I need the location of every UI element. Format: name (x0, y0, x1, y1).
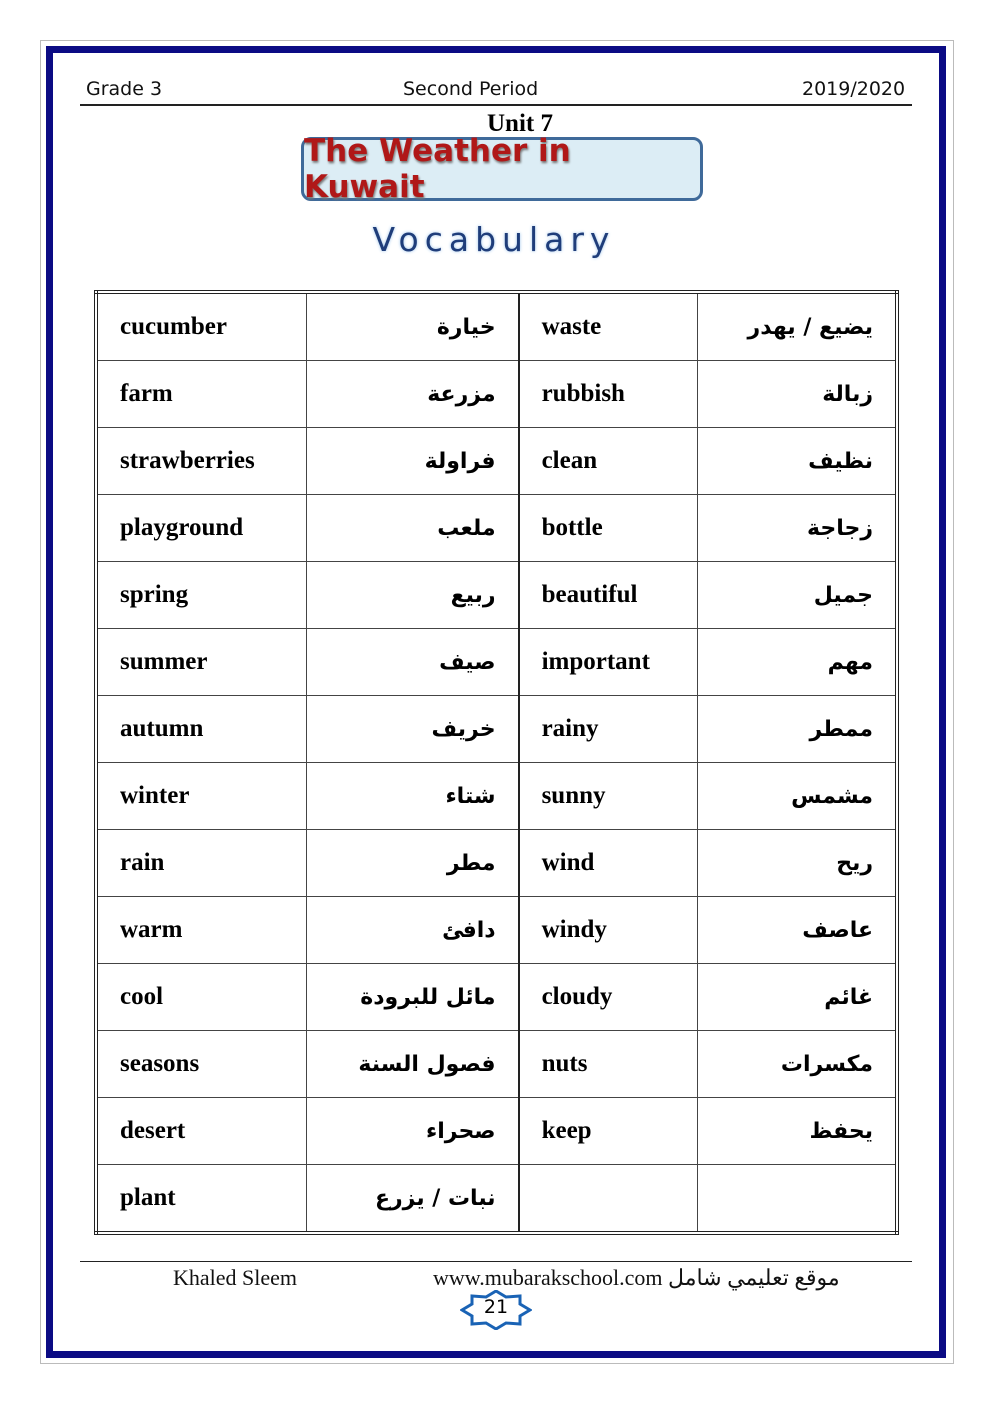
table-row: cool مائل للبرودة cloudy غائم (95, 963, 898, 1031)
english-word: keep (518, 1097, 698, 1165)
arabic-translation: مزرعة (305, 360, 520, 428)
unit-heading: Unit 7 (487, 110, 553, 137)
arabic-translation: زبالة (696, 360, 898, 428)
arabic-translation: فصول السنة (305, 1030, 520, 1098)
english-word: desert (95, 1097, 307, 1165)
arabic-translation: صيف (305, 628, 520, 696)
english-word: rainy (518, 695, 698, 763)
arabic-translation: جميل (696, 561, 898, 629)
website: www.mubarakschool.com موقع تعليمي شامل (433, 1265, 840, 1290)
english-word: plant (95, 1164, 307, 1234)
arabic-translation: صحراء (305, 1097, 520, 1165)
table-row: spring ربيع beautiful جميل (95, 561, 898, 629)
arabic-translation: ريح (696, 829, 898, 897)
english-word: cucumber (95, 291, 307, 361)
english-word: waste (518, 291, 698, 361)
arabic-translation: نظيف (696, 427, 898, 495)
arabic-translation: مهم (696, 628, 898, 696)
english-word: cloudy (518, 963, 698, 1031)
arabic-translation: مائل للبرودة (305, 963, 520, 1031)
english-word: wind (518, 829, 698, 897)
table-row: playground ملعب bottle زجاجة (95, 494, 898, 562)
english-word: rubbish (518, 360, 698, 428)
star-badge-icon (459, 1289, 533, 1331)
english-word: sunny (518, 762, 698, 830)
vocabulary-heading: Vocabulary (372, 220, 616, 259)
english-word: winter (95, 762, 307, 830)
english-word: warm (95, 896, 307, 964)
english-word: autumn (95, 695, 307, 763)
arabic-translation: عاصف (696, 896, 898, 964)
table-row: warm دافئ windy عاصف (95, 896, 898, 964)
english-word: seasons (95, 1030, 307, 1098)
grade-label: Grade 3 (86, 78, 163, 100)
page-number-badge: 21 (459, 1289, 533, 1331)
english-word: clean (518, 427, 698, 495)
arabic-translation: خيارة (305, 291, 520, 361)
english-word: playground (95, 494, 307, 562)
english-word: summer (95, 628, 307, 696)
arabic-translation: مطر (305, 829, 520, 897)
table-row: seasons فصول السنة nuts مكسرات (95, 1030, 898, 1098)
title-banner: The Weather in Kuwait (301, 133, 703, 205)
arabic-translation (696, 1164, 898, 1234)
page-frame (46, 46, 946, 1358)
arabic-translation: غائم (696, 963, 898, 1031)
author: Khaled Sleem (173, 1265, 298, 1290)
english-word: nuts (518, 1030, 698, 1098)
english-word: beautiful (518, 561, 698, 629)
arabic-translation: يضيع / يهدر (696, 291, 898, 361)
arabic-translation: ربيع (305, 561, 520, 629)
arabic-translation: فراولة (305, 427, 520, 495)
period-label: Second Period (403, 78, 539, 100)
english-word: farm (95, 360, 307, 428)
arabic-translation: يحفظ (696, 1097, 898, 1165)
english-word: bottle (518, 494, 698, 562)
table-row: desert صحراء keep يحفظ (95, 1097, 898, 1165)
header-divider (80, 104, 912, 106)
arabic-translation: خريف (305, 695, 520, 763)
page-frame-outline (40, 40, 954, 1364)
arabic-translation: ممطر (696, 695, 898, 763)
page-number: 21 (483, 1296, 509, 1318)
page-title: The Weather in Kuwait (304, 133, 571, 205)
table-row: winter شتاء sunny مشمس (95, 762, 898, 830)
arabic-translation: مشمس (696, 762, 898, 830)
english-word: strawberries (95, 427, 307, 495)
arabic-translation: زجاجة (696, 494, 898, 562)
footer-divider (80, 1261, 912, 1262)
arabic-translation: دافئ (305, 896, 520, 964)
english-word: important (518, 628, 698, 696)
english-word: cool (95, 963, 307, 1031)
table-row: summer صيف important مهم (95, 628, 898, 696)
arabic-translation: ملعب (305, 494, 520, 562)
arabic-translation: نبات / يزرع (305, 1164, 520, 1234)
english-word: spring (95, 561, 307, 629)
english-word: rain (95, 829, 307, 897)
table-row: strawberries فراولة clean نظيف (95, 427, 898, 495)
year-label: 2019/2020 (802, 78, 906, 100)
arabic-translation: مكسرات (696, 1030, 898, 1098)
english-word: windy (518, 896, 698, 964)
table-row: plant نبات / يزرع (95, 1164, 898, 1234)
table-row: autumn خريف rainy ممطر (95, 695, 898, 763)
table-row: rain مطر wind ريح (95, 829, 898, 897)
english-word (518, 1164, 698, 1234)
table-row: farm مزرعة rubbish زبالة (95, 360, 898, 428)
vocabulary-table: cucumber خيارة waste يضيع / يهدر farm مزرعة ru… (94, 290, 899, 1235)
table-row: cucumber خيارة waste يضيع / يهدر (95, 291, 898, 361)
arabic-translation: شتاء (305, 762, 520, 830)
